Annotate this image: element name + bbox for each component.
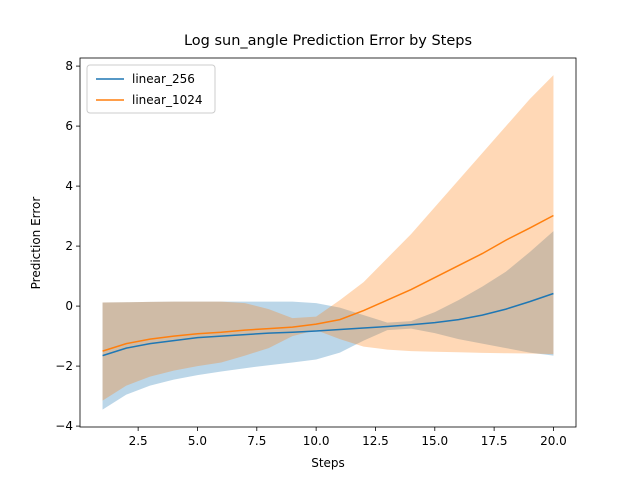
x-tick-label: 17.5 [481, 434, 508, 448]
x-tick-label: 7.5 [247, 434, 266, 448]
x-tick-label: 15.0 [421, 434, 448, 448]
error-band [102, 231, 554, 410]
y-tick-label: 8 [65, 59, 73, 73]
legend-label: linear_1024 [132, 93, 202, 107]
error-band [102, 75, 554, 401]
chart-title: Log sun_angle Prediction Error by Steps [184, 33, 472, 49]
x-tick-label: 12.5 [362, 434, 389, 448]
y-tick-label: 0 [65, 299, 73, 313]
y-tick-label: 6 [65, 119, 73, 133]
y-tick-label: 4 [65, 179, 73, 193]
x-axis-label: Steps [311, 456, 345, 470]
y-tick-label: −2 [55, 359, 73, 373]
x-tick-label: 5.0 [188, 434, 207, 448]
legend-label: linear_256 [132, 72, 195, 86]
line [102, 292, 554, 357]
y-tick-label: −4 [55, 419, 73, 433]
y-axis-label: Prediction Error [29, 197, 43, 290]
legend-box [86, 64, 216, 114]
plot-frame [79, 57, 577, 428]
x-tick-label: 20.0 [540, 434, 567, 448]
x-tick-label: 2.5 [129, 434, 148, 448]
line [102, 214, 554, 352]
y-tick-label: 2 [65, 239, 73, 253]
x-tick-label: 10.0 [303, 434, 330, 448]
